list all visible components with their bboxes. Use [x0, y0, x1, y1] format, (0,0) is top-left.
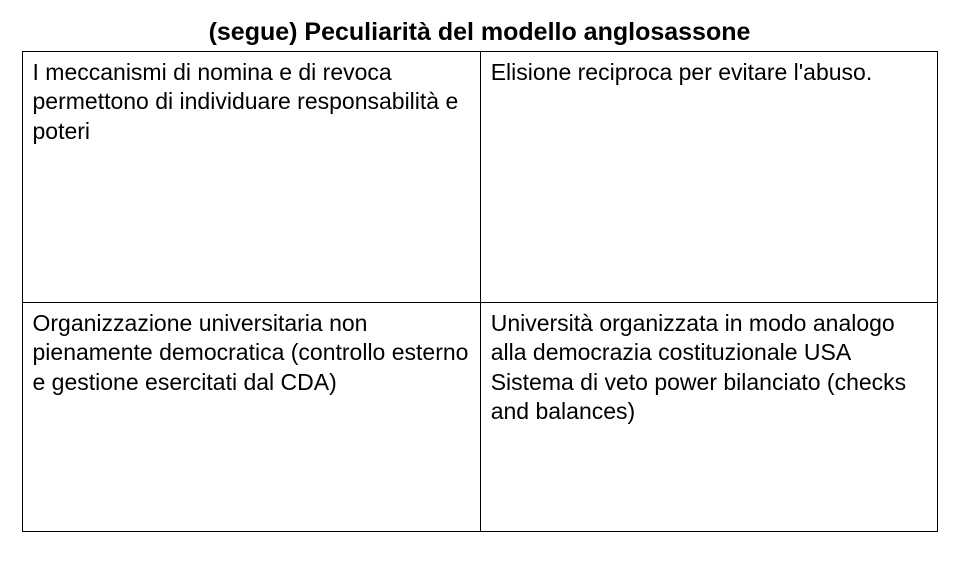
cell-text: Elisione reciproca per evitare l'abuso. [491, 58, 927, 87]
cell-text: Università organizzata in modo analogo a… [491, 309, 927, 427]
cell-r2-right: Università organizzata in modo analogo a… [480, 303, 937, 532]
page-title: (segue) Peculiarità del modello anglosas… [0, 0, 959, 51]
content-table: I meccanismi di nomina e di revoca perme… [22, 51, 938, 532]
cell-r2-left: Organizzazione universitaria non piename… [22, 303, 480, 532]
cell-text: Organizzazione universitaria non piename… [33, 309, 470, 397]
table-row: I meccanismi di nomina e di revoca perme… [22, 52, 937, 303]
cell-text: I meccanismi di nomina e di revoca perme… [33, 58, 470, 146]
table-row: Organizzazione universitaria non piename… [22, 303, 937, 532]
cell-r1-right: Elisione reciproca per evitare l'abuso. [480, 52, 937, 303]
cell-r1-left: I meccanismi di nomina e di revoca perme… [22, 52, 480, 303]
